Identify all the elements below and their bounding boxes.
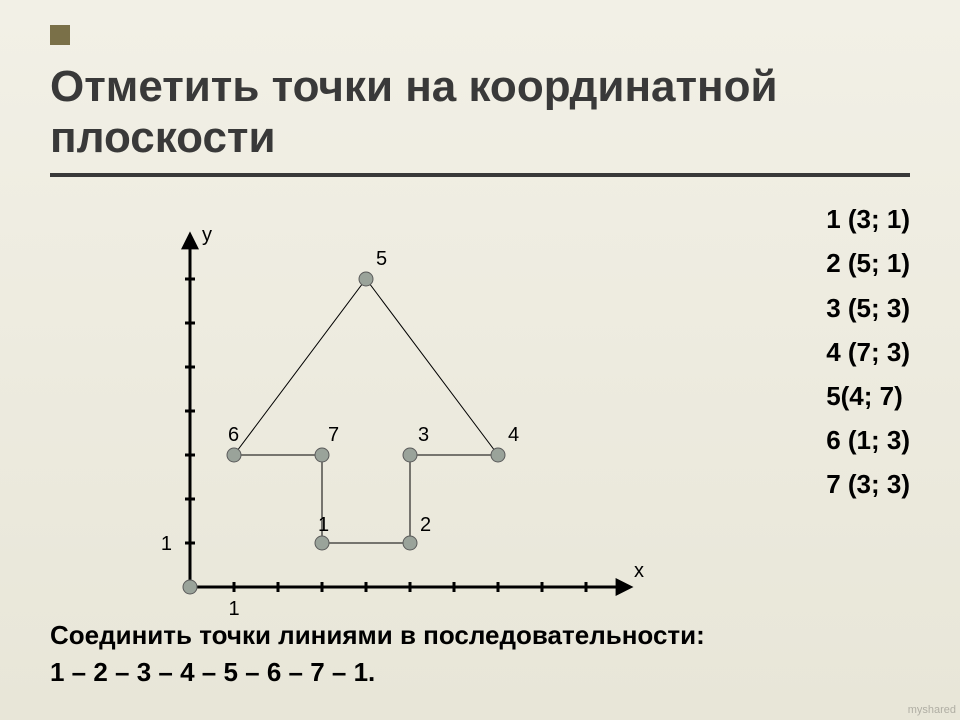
- svg-text:4: 4: [508, 424, 519, 446]
- chart-svg: 11xу1234567: [150, 187, 670, 627]
- svg-text:5: 5: [376, 248, 387, 270]
- svg-text:3: 3: [418, 424, 429, 446]
- svg-text:1: 1: [318, 514, 329, 536]
- title-bullet: [50, 25, 70, 45]
- svg-text:2: 2: [420, 514, 431, 536]
- footer-line1: Соединить точки линиями в последовательн…: [50, 620, 705, 650]
- svg-text:у: у: [202, 224, 212, 246]
- coordinate-list: 1 (3; 1) 2 (5; 1) 3 (5; 3) 4 (7; 3) 5(4;…: [826, 197, 910, 506]
- svg-text:1: 1: [161, 533, 172, 555]
- content-area: 11xу1234567 1 (3; 1) 2 (5; 1) 3 (5; 3) 4…: [50, 187, 910, 647]
- slide: Отметить точки на координатной плоскости…: [0, 0, 960, 720]
- slide-title: Отметить точки на координатной плоскости: [50, 62, 910, 163]
- svg-text:x: x: [634, 560, 644, 582]
- footer-text: Соединить точки линиями в последовательн…: [50, 617, 705, 690]
- title-row: Отметить точки на координатной плоскости: [50, 25, 910, 163]
- svg-text:7: 7: [328, 424, 339, 446]
- watermark: myshared: [908, 704, 956, 716]
- svg-text:6: 6: [228, 424, 239, 446]
- coordinate-chart: 11xу1234567: [150, 187, 670, 632]
- footer-line2: 1 – 2 – 3 – 4 – 5 – 6 – 7 – 1.: [50, 657, 375, 687]
- title-rule: [50, 173, 910, 177]
